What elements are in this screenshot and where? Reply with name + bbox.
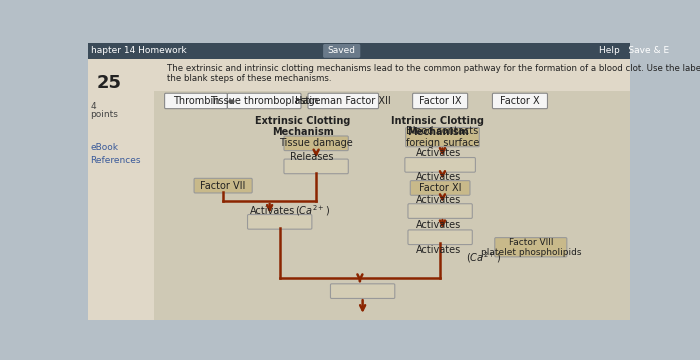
Text: Tissue thromboplastin: Tissue thromboplastin [210,96,318,106]
Bar [154,59,630,91]
Text: eBook: eBook [90,143,118,152]
FancyBboxPatch shape [408,204,472,219]
Text: hapter 14 Homework: hapter 14 Homework [90,46,186,55]
Text: Activates: Activates [416,148,461,158]
Text: Factor VII: Factor VII [200,181,246,191]
FancyBboxPatch shape [412,93,468,109]
Text: Hageman Factor XII: Hageman Factor XII [295,96,391,106]
Text: 4: 4 [90,102,96,111]
FancyBboxPatch shape [405,158,475,172]
Bar [88,43,630,59]
Text: References: References [90,156,141,165]
FancyBboxPatch shape [405,127,480,147]
FancyBboxPatch shape [164,93,228,109]
Text: Factor XI: Factor XI [419,183,461,193]
Text: Blood contacts
foreign surface: Blood contacts foreign surface [406,126,479,148]
Text: Factor X: Factor X [500,96,540,106]
Text: Activates: Activates [416,172,461,182]
Text: Help   Save & E: Help Save & E [599,46,669,55]
Text: Releases: Releases [290,152,333,162]
FancyBboxPatch shape [410,181,470,195]
Text: Extrinsic Clotting
Mechanism: Extrinsic Clotting Mechanism [256,116,351,137]
Text: $(Ca^{2+})$: $(Ca^{2+})$ [295,204,330,219]
FancyBboxPatch shape [330,284,395,298]
Text: Saved: Saved [328,46,356,55]
FancyBboxPatch shape [194,178,252,193]
Bar [88,59,154,320]
Text: points: points [90,109,118,118]
Text: Activates: Activates [251,206,295,216]
Text: 25: 25 [97,74,122,92]
FancyBboxPatch shape [492,93,547,109]
FancyBboxPatch shape [284,136,349,150]
Bar [154,91,630,320]
Text: Activates: Activates [416,195,461,205]
Text: Tissue damage: Tissue damage [279,138,353,148]
FancyBboxPatch shape [248,215,312,229]
Text: $(Ca^{2+})$: $(Ca^{2+})$ [466,250,500,265]
Text: Factor IX: Factor IX [419,96,461,106]
FancyBboxPatch shape [228,93,301,109]
FancyBboxPatch shape [408,230,472,244]
Text: Activates: Activates [416,220,461,230]
Text: Activates: Activates [416,244,461,255]
FancyBboxPatch shape [308,93,379,109]
FancyBboxPatch shape [284,159,349,174]
FancyBboxPatch shape [323,44,360,58]
Text: Factor VIII
platelet phospholipids: Factor VIII platelet phospholipids [480,238,581,257]
Text: The extrinsic and intrinsic clotting mechanisms lead to the common pathway for t: The extrinsic and intrinsic clotting mec… [167,63,700,83]
FancyBboxPatch shape [495,238,567,257]
Text: Thrombin: Thrombin [173,96,219,106]
Text: Intrinsic Clotting
Mechanism: Intrinsic Clotting Mechanism [391,116,484,137]
